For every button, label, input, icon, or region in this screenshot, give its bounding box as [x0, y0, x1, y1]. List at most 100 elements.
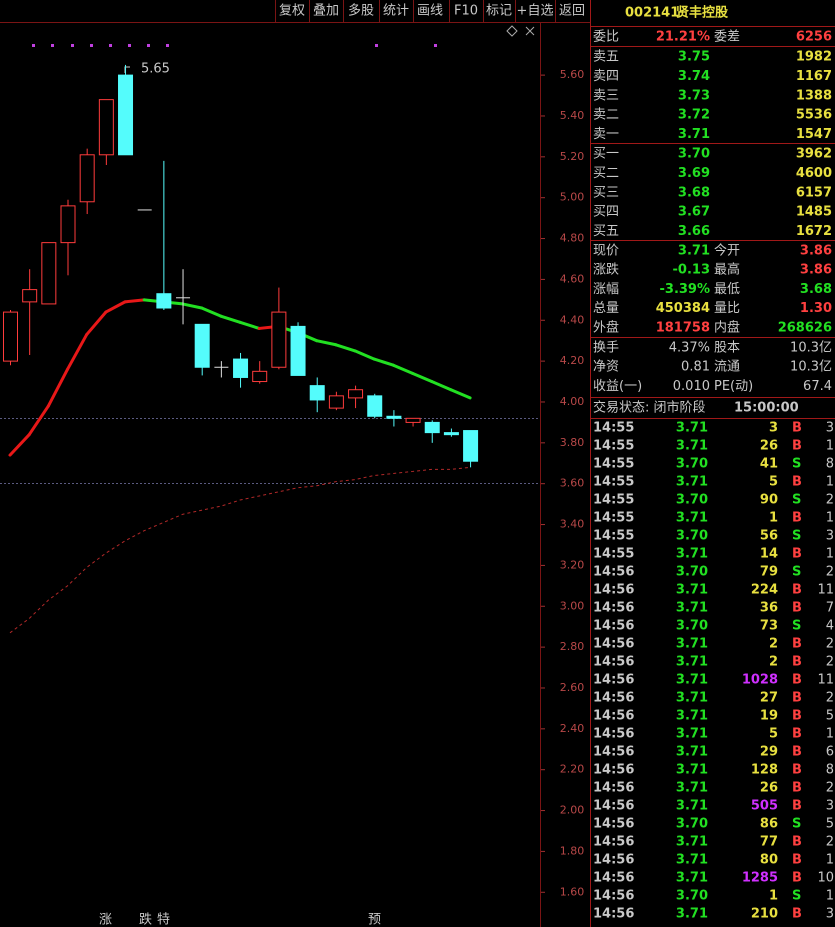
panel-text: 换手 — [593, 341, 619, 356]
toolbar-button[interactable]: 标记 — [486, 4, 512, 19]
panel-text: 26 — [760, 439, 778, 454]
panel-text: S — [792, 889, 801, 904]
panel-text: 14:56 — [593, 619, 634, 634]
panel-text: B — [792, 583, 802, 598]
ma-segment — [334, 343, 357, 353]
panel-text: 卖五 — [593, 50, 619, 65]
signal-dots — [32, 44, 437, 47]
panel-text: 128 — [751, 763, 778, 778]
candle-body — [309, 385, 325, 401]
panel-text: 56 — [760, 529, 778, 544]
y-tick-label: 3.60 — [560, 477, 585, 490]
panel-text: 内盘 — [714, 319, 740, 335]
toolbar-button[interactable]: +自选 — [517, 4, 554, 19]
candle-body — [79, 154, 95, 203]
toolbar-button[interactable]: 复权 — [279, 3, 305, 19]
y-tick-label: 4.60 — [560, 272, 585, 285]
panel-text: 最低 — [714, 282, 740, 297]
panel-text: 3.71 — [676, 583, 708, 598]
toolbar-button[interactable]: 统计 — [383, 4, 409, 19]
panel-text: B — [792, 673, 802, 688]
toolbar-button[interactable]: 叠加 — [313, 4, 339, 19]
panel-text: 3.72 — [678, 108, 710, 123]
panel-text: 3.70 — [678, 147, 710, 162]
panel-text: 19 — [760, 709, 778, 724]
y-tick-label: 3.20 — [560, 558, 585, 571]
stock-code: 002141 — [625, 6, 679, 21]
ma-segment — [238, 320, 261, 330]
marker: 跌 — [139, 912, 152, 927]
panel-text: 3.71 — [676, 763, 708, 778]
panel-text: 14:55 — [593, 421, 634, 436]
panel-text: 505 — [751, 799, 778, 814]
y-tick-label: 2.60 — [560, 681, 585, 694]
diamond-icon[interactable] — [506, 25, 518, 37]
y-tick-label: 2.00 — [560, 804, 585, 817]
candle-body — [252, 370, 268, 383]
toolbar-button[interactable]: 多股 — [348, 3, 374, 19]
panel-text: 14:56 — [593, 727, 634, 742]
panel-text: 1 — [769, 889, 778, 904]
candle-body — [98, 99, 114, 156]
panel-text: 14:56 — [593, 853, 634, 868]
toolbar-button[interactable]: 返回 — [559, 4, 585, 19]
panel-text: 10 — [817, 871, 834, 886]
ma-segment — [391, 363, 415, 375]
panel-text: 买三 — [593, 185, 619, 200]
panel-text: 1167 — [796, 69, 832, 84]
panel-text: 3.70 — [676, 817, 708, 832]
panel-text: 3.71 — [676, 907, 708, 922]
candle-body — [41, 242, 57, 305]
candle-body — [443, 432, 459, 436]
panel-text: 涨跌 — [593, 262, 619, 278]
panel-text: 14:56 — [593, 889, 634, 904]
panel-text: B — [792, 871, 802, 886]
panel-text: -0.13 — [673, 263, 710, 278]
panel-text: 卖一 — [593, 127, 619, 142]
toolbar-button[interactable]: 画线 — [417, 4, 443, 19]
panel-text: 14:56 — [593, 637, 634, 652]
panel-text: 3962 — [796, 147, 832, 162]
panel-text: B — [792, 907, 802, 922]
ma-segment — [411, 371, 434, 384]
panel-text: 268626 — [778, 320, 832, 335]
panel-text: S — [792, 493, 801, 508]
panel-text: 1 — [826, 475, 834, 490]
panel-text: B — [792, 547, 802, 562]
toolbar-button[interactable]: F10 — [454, 4, 478, 19]
candle-body — [3, 311, 18, 362]
panel-text: 3.71 — [676, 727, 708, 742]
panel-text: 2 — [826, 565, 834, 580]
panel-text: 14:55 — [593, 475, 634, 490]
panel-text: 3.68 — [678, 185, 710, 200]
panel-text: S — [792, 529, 801, 544]
panel-text: 交易状态: 闭市阶段 — [593, 400, 706, 416]
panel-text: 1388 — [796, 88, 832, 103]
panel-text: 1 — [826, 439, 834, 454]
ma-segment — [430, 380, 453, 392]
ma-segment — [200, 306, 223, 318]
panel-text: B — [792, 853, 802, 868]
panel-text: B — [792, 475, 802, 490]
panel-text: 1.30 — [800, 301, 832, 316]
ma-segment — [219, 314, 242, 324]
panel-text: 3.70 — [676, 889, 708, 904]
panel-text: 14:56 — [593, 835, 634, 850]
candle-body — [156, 293, 172, 309]
panel-text: 3 — [826, 421, 834, 436]
panel-text: B — [792, 763, 802, 778]
panel-text: 3.71 — [676, 655, 708, 670]
panel-text: 3.69 — [678, 166, 710, 181]
y-tick-label: 4.40 — [560, 313, 585, 326]
panel-text: 3.71 — [676, 511, 708, 526]
panel-text: 14:56 — [593, 781, 634, 796]
panel-text: 450384 — [656, 301, 710, 316]
panel-text: 3.70 — [676, 619, 708, 634]
close-icon[interactable] — [525, 26, 535, 36]
panel-text: 14:56 — [593, 583, 634, 598]
panel-text: 2 — [826, 655, 834, 670]
panel-text: 3.71 — [676, 637, 708, 652]
candle-body — [463, 430, 479, 462]
panel-text: 3.70 — [676, 457, 708, 472]
